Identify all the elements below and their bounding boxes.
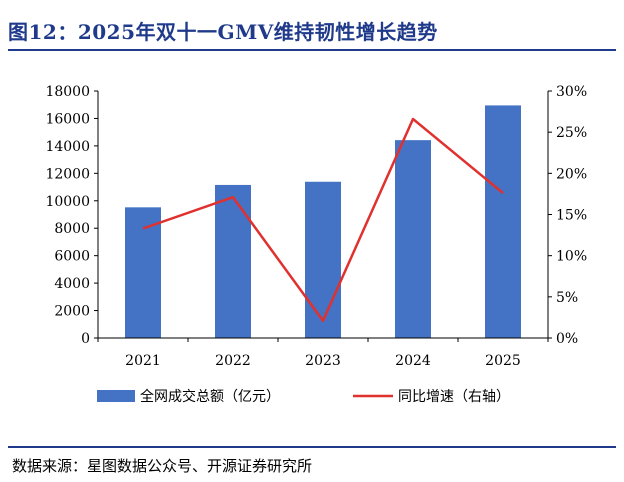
bar — [485, 105, 521, 339]
chart-title: 图12：2025年双十一GMV维持韧性增长趋势 — [8, 20, 438, 44]
axes — [97, 91, 549, 342]
bar — [215, 184, 251, 338]
left-tick-label: 2000 — [54, 304, 90, 320]
left-axis-ticks: 0 2000 4000 6000 8000 10000 12000 14000 16000 180… — [45, 84, 98, 347]
right-tick-label: 15% — [556, 208, 587, 224]
title-divider — [8, 49, 616, 51]
right-tick-label: 20% — [556, 166, 587, 182]
left-tick-label: 14000 — [45, 139, 90, 155]
combo-chart: 0 2000 4000 6000 8000 10000 12000 14000 16000 180… — [45, 84, 587, 405]
x-tick-label: 2025 — [485, 353, 521, 369]
right-tick-label: 30% — [556, 84, 587, 100]
left-tick-label: 18000 — [45, 84, 90, 100]
bar — [305, 181, 341, 338]
bar — [125, 207, 161, 338]
x-tick-label: 2021 — [125, 353, 161, 369]
x-tick-label: 2023 — [305, 353, 341, 369]
right-tick-label: 25% — [556, 125, 587, 141]
legend-swatch-bar — [97, 390, 135, 402]
right-tick-label: 10% — [556, 249, 587, 265]
legend-label-line: 同比增速（右轴） — [398, 389, 510, 405]
footer-divider — [8, 446, 616, 448]
right-tick-label: 0% — [556, 331, 578, 347]
right-tick-label: 5% — [556, 290, 578, 306]
left-tick-label: 10000 — [45, 194, 90, 210]
bar — [395, 140, 431, 338]
left-tick-label: 8000 — [54, 221, 90, 237]
x-tick-label: 2024 — [395, 353, 431, 369]
legend: 全网成交总额（亿元） 同比增速（右轴） — [97, 388, 510, 405]
left-tick-label: 6000 — [54, 249, 90, 265]
legend-label-bar: 全网成交总额（亿元） — [140, 388, 280, 405]
left-tick-label: 16000 — [45, 111, 90, 127]
source-note: 数据来源：星图数据公众号、开源证券研究所 — [12, 457, 313, 475]
bar-series — [125, 105, 521, 339]
left-tick-label: 12000 — [45, 166, 90, 182]
left-tick-label: 4000 — [54, 276, 90, 292]
left-tick-label: 0 — [81, 331, 90, 347]
line-series — [142, 117, 504, 322]
x-axis-labels: 2021 2022 2023 2024 2025 — [125, 353, 521, 369]
right-axis-ticks: 0% 5% 10% 15% 20% 25% 30% — [548, 84, 587, 347]
x-tick-label: 2022 — [215, 353, 251, 369]
